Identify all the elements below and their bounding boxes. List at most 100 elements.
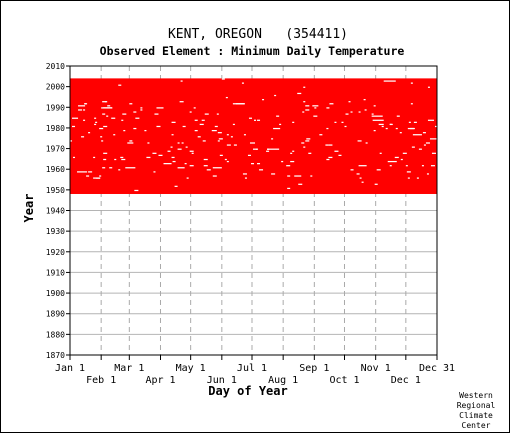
- missing-days: [154, 113, 159, 115]
- x-tick-label: Aug 1: [268, 375, 298, 386]
- missing-days: [329, 103, 334, 105]
- missing-days: [225, 96, 228, 99]
- missing-days: [217, 140, 220, 142]
- missing-days: [102, 167, 106, 169]
- missing-days: [372, 119, 384, 121]
- missing-days: [144, 129, 147, 132]
- missing-days: [70, 140, 73, 142]
- missing-days: [242, 173, 247, 175]
- missing-days: [109, 167, 113, 169]
- missing-days: [191, 152, 194, 154]
- missing-days: [395, 127, 398, 130]
- missing-days: [411, 146, 415, 148]
- missing-days: [77, 171, 88, 173]
- missing-days: [373, 105, 376, 107]
- missing-days: [94, 117, 97, 119]
- missing-days: [364, 109, 367, 111]
- y-tick-label: 1950: [46, 186, 65, 195]
- missing-days: [402, 152, 407, 154]
- missing-days: [123, 129, 126, 132]
- missing-days: [133, 111, 137, 113]
- missing-days: [294, 175, 302, 177]
- credit-line-1: Western: [459, 391, 493, 400]
- missing-days: [103, 125, 108, 128]
- missing-days: [344, 125, 347, 128]
- missing-days: [156, 125, 161, 128]
- x-tick-label: Mar 1: [114, 363, 144, 374]
- missing-days: [310, 175, 313, 177]
- missing-days: [171, 156, 175, 159]
- missing-days: [376, 169, 381, 171]
- missing-days: [308, 152, 312, 154]
- y-tick-label: 2010: [46, 62, 65, 71]
- x-tick-label: Nov 1: [361, 363, 391, 374]
- missing-days: [325, 144, 329, 146]
- missing-days: [120, 156, 124, 159]
- missing-days: [281, 160, 284, 163]
- missing-days: [186, 177, 189, 179]
- missing-days: [172, 160, 176, 163]
- missing-days: [379, 152, 382, 154]
- missing-days: [218, 138, 223, 140]
- missing-days: [203, 165, 208, 167]
- missing-days: [99, 127, 104, 130]
- missing-days: [356, 173, 360, 175]
- missing-days: [199, 123, 204, 126]
- missing-days: [85, 103, 88, 105]
- x-tick-label: Feb 1: [86, 375, 116, 386]
- missing-days: [292, 121, 295, 123]
- missing-days: [254, 119, 257, 121]
- missing-days: [118, 84, 122, 86]
- missing-days: [212, 175, 217, 177]
- missing-days: [247, 154, 251, 157]
- missing-days: [249, 142, 256, 144]
- missing-days: [274, 94, 277, 97]
- missing-days: [78, 109, 83, 111]
- missing-days: [279, 123, 282, 126]
- missing-days: [226, 160, 229, 163]
- missing-days: [410, 82, 413, 84]
- missing-days: [133, 127, 137, 130]
- x-tick-label: May 1: [176, 363, 206, 374]
- missing-days: [290, 160, 295, 163]
- missing-days: [180, 80, 183, 82]
- missing-days: [224, 158, 227, 161]
- missing-days: [219, 154, 223, 157]
- observation-band: [70, 78, 437, 194]
- missing-days: [100, 136, 103, 138]
- missing-days: [88, 171, 93, 173]
- missing-days: [83, 109, 86, 111]
- missing-days: [217, 132, 222, 134]
- missing-days: [407, 177, 410, 179]
- missing-days: [250, 163, 255, 165]
- missing-days: [271, 173, 276, 175]
- y-tick-label: 1970: [46, 145, 65, 154]
- missing-days: [177, 167, 185, 169]
- missing-days: [201, 119, 205, 121]
- missing-days: [383, 80, 396, 82]
- missing-days: [405, 165, 408, 167]
- missing-days: [389, 123, 393, 126]
- missing-days: [135, 117, 140, 119]
- missing-days: [348, 101, 351, 103]
- x-tick-label: Dec 31: [419, 363, 455, 374]
- y-tick-label: 1940: [46, 207, 65, 216]
- missing-days: [81, 136, 85, 138]
- y-tick-label: 1980: [46, 124, 65, 133]
- missing-days: [408, 121, 411, 123]
- missing-days: [422, 132, 426, 134]
- y-tick-label: 1990: [46, 103, 65, 112]
- missing-days: [203, 158, 208, 161]
- missing-days: [378, 123, 384, 126]
- missing-days: [266, 150, 270, 152]
- missing-days: [387, 160, 397, 163]
- wrcc-credit: Western Regional Climate Center: [457, 391, 496, 430]
- missing-days: [88, 132, 91, 134]
- missing-days: [303, 101, 306, 103]
- missing-days: [152, 152, 157, 154]
- missing-days: [399, 132, 402, 134]
- missing-days: [72, 125, 76, 128]
- missing-days: [328, 144, 333, 146]
- missing-days: [328, 156, 333, 159]
- missing-days: [102, 113, 106, 115]
